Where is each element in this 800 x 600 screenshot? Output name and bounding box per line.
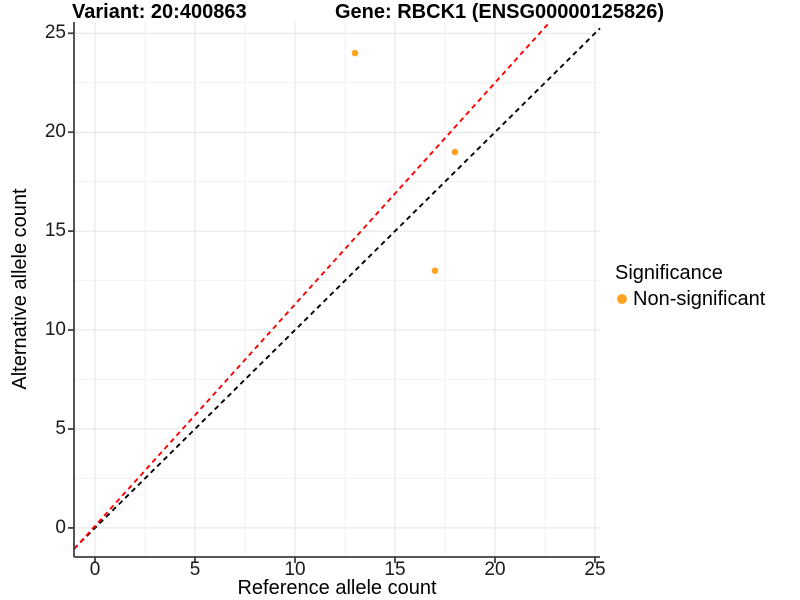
x-tick-label: 5 — [189, 559, 201, 580]
y-tick-label: 10 — [44, 319, 66, 341]
y-axis-title: Alternative allele count — [9, 188, 31, 390]
x-tick-label: 10 — [284, 559, 306, 580]
legend-item: Non-significant — [615, 287, 765, 311]
y-tick-label: 5 — [55, 417, 66, 439]
x-axis-title: Reference allele count — [237, 577, 437, 599]
identity-line — [73, 27, 601, 550]
x-tick-label: 20 — [484, 559, 506, 580]
y-tick-label: 25 — [44, 22, 66, 44]
plot-title-gene: Gene: RBCK1 (ENSG00000125826) — [335, 1, 665, 23]
data-point — [431, 267, 439, 275]
y-tick-label: 20 — [44, 121, 66, 143]
legend: Significance Non-significant — [615, 261, 765, 311]
data-point — [351, 49, 359, 57]
x-tick-label: 25 — [584, 559, 606, 580]
plot-title-variant: Variant: 20:400863 — [72, 1, 247, 23]
y-tick-label: 15 — [44, 220, 66, 242]
data-point — [451, 148, 459, 156]
x-tick-label: 15 — [384, 559, 406, 580]
legend-item-label: Non-significant — [633, 287, 766, 310]
x-tick-label: 0 — [89, 559, 101, 580]
y-tick-label: 0 — [55, 516, 66, 538]
legend-title: Significance — [615, 262, 723, 284]
legend-marker-circle-icon — [617, 294, 627, 304]
expected-ratio-line — [73, 21, 551, 550]
